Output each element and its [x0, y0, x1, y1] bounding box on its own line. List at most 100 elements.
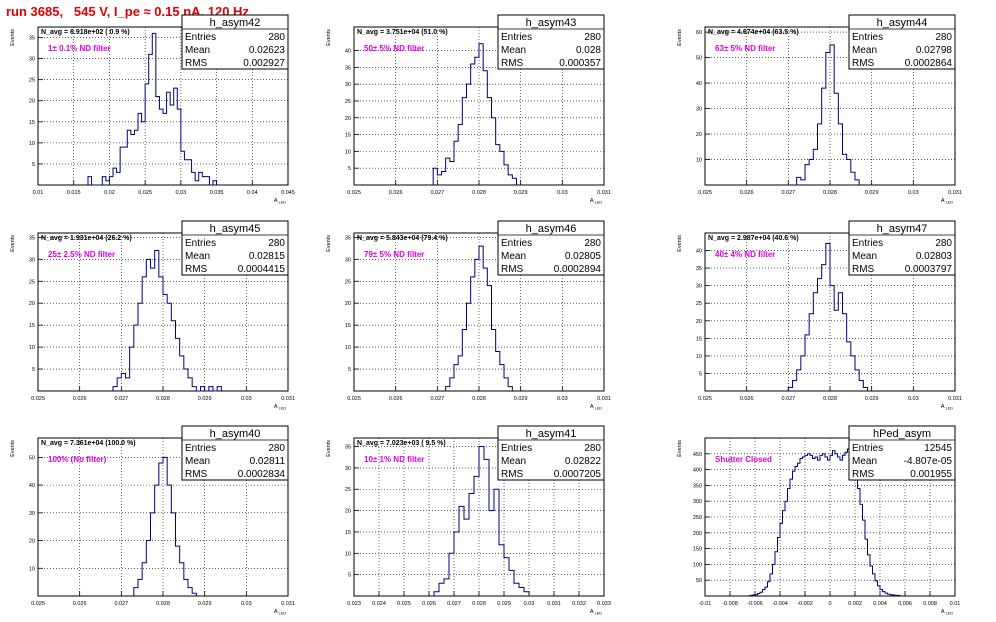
y-tick-label: 30 — [696, 284, 702, 290]
filter-label: 100% (No filter) — [48, 455, 107, 464]
y-tick-label: 35 — [29, 36, 35, 42]
stats-label: Entries — [852, 238, 883, 249]
histogram-h_asym43: 0.025 0.026 0.027 0.028 0.029 0.03 0.031 5 10 15 2… — [326, 14, 611, 205]
y-tick-label: 20 — [29, 539, 35, 545]
stats-label: Mean — [501, 456, 526, 467]
histogram-h_asym42: 0.01 0.015 0.02 0.025 0.03 0.035 0.04 0.045 5 10 1… — [10, 14, 295, 205]
histogram-h_asym41: 0.023 0.024 0.025 0.026 0.027 0.028 0.029 0.03 0… — [326, 425, 611, 616]
stats-label: RMS — [852, 58, 875, 69]
y-tick-label: 10 — [696, 354, 702, 360]
y-axis-label: Events — [677, 29, 683, 46]
x-tick-label: 0.025 — [397, 601, 411, 607]
x-tick-label: 0.029 — [514, 396, 528, 402]
filter-label: Shutter Closed — [715, 455, 772, 464]
x-tick-label: 0.026 — [73, 601, 87, 607]
y-axis-label: Events — [10, 235, 16, 252]
stats-value: 0.000357 — [559, 58, 601, 69]
stats-label: Entries — [185, 443, 216, 454]
navg-text: N_avg = 5.843e+04 (79.4 %) — [357, 235, 448, 242]
y-tick-label: 40 — [696, 81, 702, 87]
y-tick-label: 300 — [693, 499, 702, 505]
x-tick-label: 0.029 — [198, 601, 212, 607]
x-tick-label: 0.03 — [241, 396, 252, 402]
stats-value: 0.002927 — [243, 58, 285, 69]
histogram-name: h_asym42 — [210, 17, 261, 29]
x-tick-label: 0.04 — [247, 190, 258, 196]
x-tick-label: 0.033 — [597, 601, 611, 607]
stats-value: 0.02798 — [916, 45, 953, 56]
x-tick-label: 0.01 — [33, 190, 44, 196]
navg-text: N_avg = 1.931e+04 (26.2 %) — [41, 235, 132, 242]
x-tick-label: 0.031 — [281, 396, 295, 402]
stats-value: 280 — [935, 32, 952, 43]
stats-box: h_asym41 Entries 280 Mean 0.02822 RMS 0.000720… — [497, 425, 605, 481]
x-tick-label: 0.029 — [497, 601, 511, 607]
y-tick-label: 5 — [32, 162, 35, 168]
filter-label: 1± 0.1% ND filter — [48, 44, 111, 53]
stats-value: 280 — [584, 32, 601, 43]
x-tick-label: 0.024 — [372, 601, 386, 607]
histogram-name: h_asym44 — [877, 17, 928, 29]
y-tick-label: 15 — [696, 336, 702, 342]
stats-value: 280 — [268, 32, 285, 43]
histogram-bins — [749, 448, 901, 596]
x-tick-label: 0.026 — [422, 601, 436, 607]
histogram-name: h_asym40 — [210, 428, 261, 440]
x-axis-label: A LED — [274, 198, 286, 205]
stats-box-frame — [497, 220, 605, 276]
x-tick-label: 0.03 — [175, 190, 186, 196]
y-tick-label: 100 — [693, 562, 702, 568]
y-tick-label: 15 — [345, 323, 351, 329]
x-tick-label: 0 — [828, 601, 831, 607]
y-tick-label: 35 — [345, 445, 351, 451]
stats-label: RMS — [185, 58, 208, 69]
stats-label: Mean — [185, 45, 210, 56]
stats-value: 0.028 — [576, 45, 601, 56]
x-tick-label: 0.031 — [948, 190, 962, 196]
x-tick-label: 0.028 — [472, 190, 486, 196]
histogram-h_asym47: 0.025 0.026 0.027 0.028 0.029 0.03 0.031 5 10 15 2… — [677, 220, 962, 411]
x-tick-label: 0.027 — [114, 601, 128, 607]
x-tick-label: 0.025 — [31, 396, 45, 402]
x-tick-label: 0.02 — [104, 190, 115, 196]
histogram-h_asym40: 0.025 0.026 0.027 0.028 0.029 0.03 0.031 10 20 30… — [10, 425, 295, 616]
y-tick-label: 50 — [696, 56, 702, 62]
y-tick-label: 30 — [696, 107, 702, 113]
filter-label: 40± 4% ND filter — [715, 250, 775, 259]
stats-box-frame — [181, 425, 289, 481]
y-tick-label: 25 — [345, 99, 351, 105]
y-axis-label: Events — [326, 440, 332, 457]
y-tick-label: 40 — [29, 483, 35, 489]
stats-value: 0.0002834 — [238, 469, 286, 480]
histogram-bins — [432, 43, 517, 185]
stats-value: 0.02623 — [249, 45, 286, 56]
y-tick-label: 40 — [696, 249, 702, 255]
stats-value: 0.02803 — [916, 251, 953, 262]
stats-label: Entries — [501, 443, 532, 454]
stats-box: h_asym44 Entries 280 Mean 0.02798 RMS 0.000286… — [848, 14, 956, 70]
y-tick-label: 10 — [345, 149, 351, 155]
y-tick-label: 30 — [345, 82, 351, 88]
x-tick-label: 0.026 — [740, 396, 754, 402]
stats-box: h_asym43 Entries 280 Mean 0.028 RMS 0.000357 — [497, 14, 605, 70]
x-tick-label: 0.015 — [67, 190, 81, 196]
x-tick-label: 0.029 — [865, 396, 879, 402]
stats-box: h_asym40 Entries 280 Mean 0.02811 RMS 0.000283… — [181, 425, 289, 481]
stats-box-frame — [181, 14, 289, 70]
stats-label: Entries — [501, 238, 532, 249]
stats-label: RMS — [852, 469, 875, 480]
y-tick-label: 35 — [696, 266, 702, 272]
y-tick-label: 15 — [345, 133, 351, 139]
x-tick-label: 0.023 — [347, 601, 361, 607]
x-axis-label: A LED — [590, 198, 602, 205]
stats-box-frame — [848, 220, 956, 276]
y-tick-label: 25 — [696, 301, 702, 307]
y-tick-label: 5 — [348, 367, 351, 373]
histogram-name: hPed_asym — [873, 428, 931, 440]
stats-box: h_asym45 Entries 280 Mean 0.02815 RMS 0.000441… — [181, 220, 289, 276]
y-tick-label: 20 — [696, 319, 702, 325]
stats-value: 0.02811 — [250, 456, 286, 467]
x-axis-label: A LED — [941, 404, 953, 411]
x-tick-label: 0.029 — [198, 396, 212, 402]
y-tick-label: 25 — [29, 279, 35, 285]
